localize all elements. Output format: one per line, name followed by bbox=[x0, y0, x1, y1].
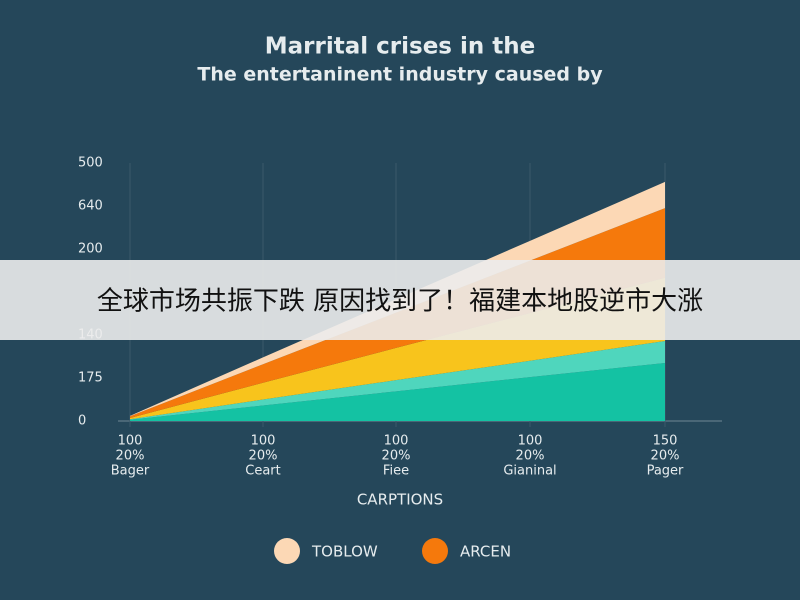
x-tick-label: 100 bbox=[518, 434, 543, 449]
x-tick-label: 150 bbox=[653, 434, 678, 449]
area bbox=[130, 341, 665, 420]
legend-swatch bbox=[274, 538, 300, 564]
y-tick-label: 200 bbox=[78, 242, 103, 257]
banner-text: 全球市场共振下跌 原因找到了！福建本地股逆市大涨 bbox=[97, 287, 703, 317]
x-axis-title: CARPTIONS bbox=[357, 491, 443, 509]
x-tick-label: 20% bbox=[382, 449, 411, 464]
y-tick-label: 640 bbox=[78, 199, 103, 214]
y-tick-label: 175 bbox=[78, 371, 103, 386]
chart-subtitle: The entertaninent industry caused by bbox=[197, 64, 603, 86]
x-tick-label: Fiee bbox=[383, 464, 409, 479]
x-tick-label: 20% bbox=[249, 449, 278, 464]
x-tick-label: 20% bbox=[116, 449, 145, 464]
legend-label: ARCEN bbox=[460, 543, 511, 561]
chart-title: Marrital crises in the bbox=[265, 34, 535, 60]
x-tick-label: Ceart bbox=[245, 464, 280, 479]
y-tick-label: 500 bbox=[78, 156, 103, 171]
x-tick-label: 20% bbox=[516, 449, 545, 464]
x-tick-label: 100 bbox=[384, 434, 409, 449]
x-tick-label: Gianinal bbox=[503, 464, 556, 479]
legend-swatch bbox=[422, 538, 448, 564]
x-tick-label: Pager bbox=[647, 464, 684, 479]
x-tick-label: 100 bbox=[118, 434, 143, 449]
x-tick-label: 100 bbox=[251, 434, 276, 449]
y-tick-label: 0 bbox=[78, 414, 86, 429]
x-tick-label: Bager bbox=[111, 464, 150, 479]
banner bbox=[0, 260, 800, 340]
legend-label: TOBLOW bbox=[311, 543, 378, 561]
area bbox=[130, 362, 665, 421]
x-tick-label: 20% bbox=[651, 449, 680, 464]
